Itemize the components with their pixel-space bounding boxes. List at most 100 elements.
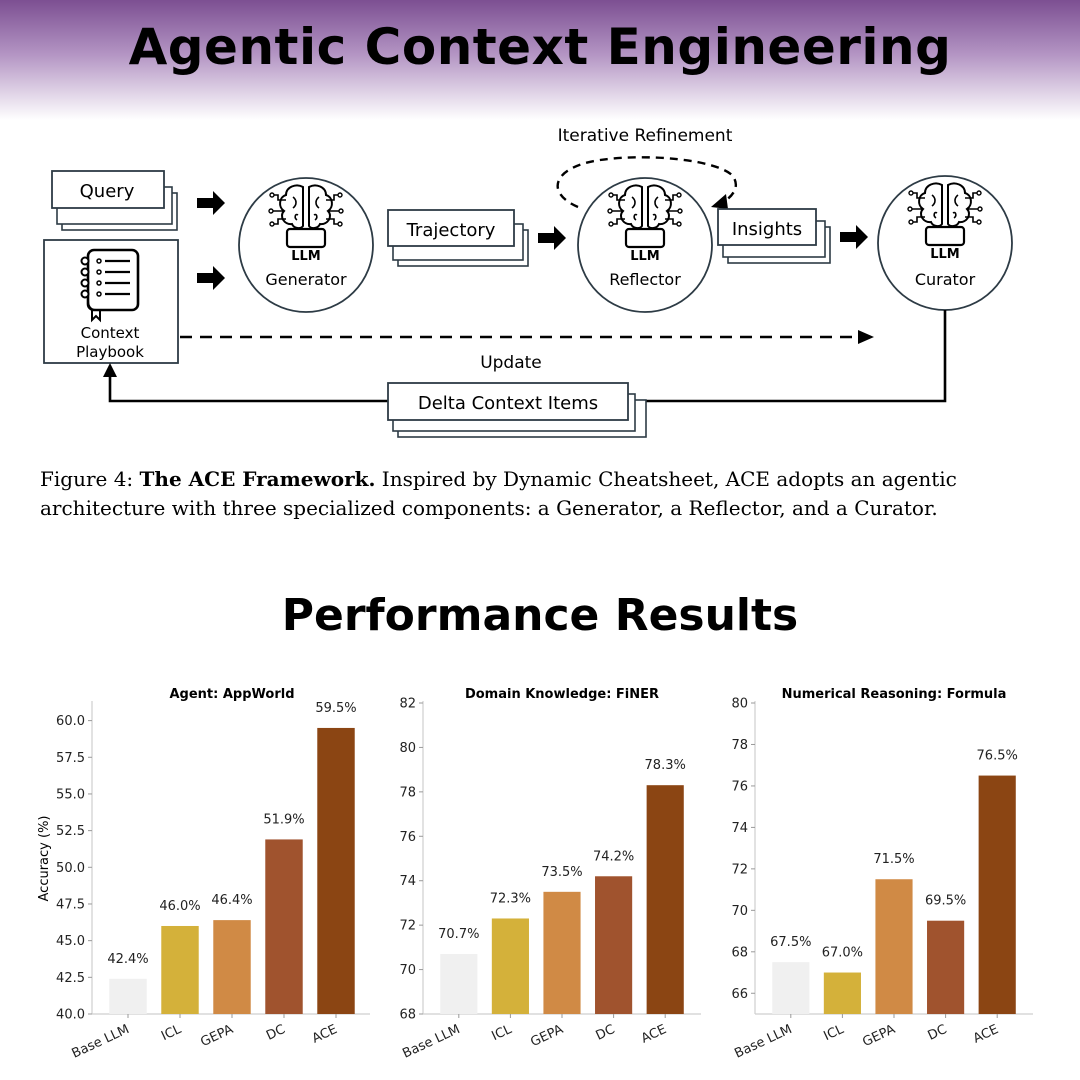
data-label: 67.5% [770, 935, 811, 950]
ace-framework-diagram: Query Context Playbook LLM [43, 126, 1013, 438]
data-label: 59.5% [315, 701, 356, 716]
y-tick-label: 45.0 [56, 934, 85, 949]
y-tick-label: 60.0 [56, 714, 85, 729]
chart-title: Agent: AppWorld [169, 687, 294, 702]
bar-ace [978, 775, 1016, 1014]
y-tick-label: 52.5 [56, 824, 85, 839]
notebook-icon [80, 248, 140, 323]
page-title: Agentic Context Engineering [128, 18, 952, 76]
update-arrowhead-icon [103, 363, 117, 377]
trajectory-box: Trajectory [387, 209, 529, 267]
bar-dc [927, 920, 965, 1014]
bar-icl [491, 918, 529, 1014]
data-label: 51.9% [263, 812, 304, 827]
data-label: 76.5% [977, 749, 1018, 764]
y-tick-label: 42.5 [56, 971, 85, 986]
y-tick-label: 74 [399, 874, 416, 889]
chart-title: Domain Knowledge: FiNER [465, 687, 659, 702]
y-tick-label: 55.0 [56, 787, 85, 802]
insights-label: Insights [732, 219, 802, 240]
y-tick-label: 72 [731, 862, 748, 877]
playbook-label-line2: Playbook [76, 343, 144, 361]
delta-context-items-label: Delta Context Items [418, 393, 598, 414]
bar-gepa [543, 891, 581, 1014]
x-tick-label: DC [926, 1022, 950, 1044]
data-label: 46.0% [159, 899, 200, 914]
y-tick-label: 50.0 [56, 861, 85, 876]
reflector-node: LLM Reflector [577, 177, 713, 313]
caption-bold: The ACE Framework. [139, 467, 376, 491]
reflector-label: Reflector [609, 270, 681, 289]
y-tick-label: 57.5 [56, 751, 85, 766]
x-tick-label: ICL [159, 1022, 184, 1044]
y-tick-label: 80 [399, 741, 416, 756]
chart-finer: Domain Knowledge: FiNER 68 70 72 74 76 78 80 82 7… [399, 687, 701, 1062]
chart-formula: Numerical Reasoning: Formula 66 68 70 72 74 76… [731, 687, 1033, 1062]
curator-label: Curator [915, 270, 976, 289]
x-tick-label: ACE [310, 1022, 340, 1047]
y-tick-label: 68 [399, 1008, 416, 1023]
curator-llm-badge: LLM [930, 247, 960, 262]
y-tick-label: 76 [399, 830, 416, 845]
curator-node: LLM Curator [877, 175, 1013, 311]
insights-box: Insights [717, 208, 831, 264]
x-tick-label: Base LLM [400, 1022, 462, 1062]
bar-gepa [875, 879, 913, 1014]
iterative-refinement-label: Iterative Refinement [558, 126, 733, 146]
data-label: 46.4% [211, 893, 252, 908]
y-tick-label: 82 [399, 697, 416, 712]
data-label: 74.2% [593, 849, 634, 864]
y-tick-label: 78 [731, 738, 748, 753]
x-tick-label: GEPA [860, 1022, 897, 1050]
y-tick-label: 66 [731, 987, 748, 1002]
data-label: 67.0% [822, 946, 863, 961]
bar-icl [161, 925, 199, 1014]
x-tick-label: ICL [489, 1022, 514, 1044]
arrow-insights-to-curator-icon [840, 225, 868, 249]
caption-text: Inspired by Dynamic Cheatsheet, ACE adop… [40, 467, 957, 520]
data-label: 69.5% [925, 894, 966, 909]
x-tick-label: DC [264, 1022, 288, 1044]
generator-label: Generator [265, 270, 347, 289]
loop-arrowhead-icon [711, 194, 728, 209]
y-tick-label: 72 [399, 919, 416, 934]
header-gradient [0, 0, 1080, 120]
section-title: Performance Results [281, 590, 799, 641]
data-label: 42.4% [107, 952, 148, 967]
delta-context-items-box: Delta Context Items [387, 382, 647, 438]
trajectory-label: Trajectory [406, 220, 496, 241]
bar-dc [595, 876, 633, 1014]
bar-ace [317, 727, 355, 1014]
figure-caption: Figure 4: The ACE Framework. Inspired by… [40, 465, 1050, 523]
playbook-label-line1: Context [81, 324, 140, 342]
x-tick-label: GEPA [198, 1022, 235, 1050]
bar-base-llm [772, 962, 810, 1014]
y-tick-label: 70 [399, 963, 416, 978]
y-tick-label: 78 [399, 785, 416, 800]
y-tick-label: 47.5 [56, 897, 85, 912]
x-tick-label: ICL [821, 1022, 846, 1044]
bar-ace [646, 785, 684, 1014]
y-tick-label: 70 [731, 904, 748, 919]
update-label: Update [480, 353, 542, 373]
dashed-context-arrow [180, 330, 874, 344]
reflector-llm-badge: LLM [630, 249, 660, 264]
x-tick-label: GEPA [528, 1022, 565, 1050]
y-tick-label: 74 [731, 821, 748, 836]
chart-appworld: Agent: AppWorld 40.0 42.5 45.0 47.5 50.0 52.5 5… [37, 687, 370, 1062]
x-tick-label: ACE [971, 1022, 1001, 1047]
data-label: 73.5% [541, 865, 582, 880]
y-axis-label: Accuracy (%) [37, 816, 52, 902]
bar-gepa [213, 920, 251, 1014]
chart-title: Numerical Reasoning: Formula [782, 687, 1007, 702]
data-label: 78.3% [645, 758, 686, 773]
arrow-trajectory-to-reflector-icon [538, 226, 566, 250]
arrow-query-to-generator-icon [197, 191, 225, 215]
bar-base-llm [440, 954, 478, 1014]
query-label: Query [80, 181, 135, 202]
y-tick-label: 80 [731, 697, 748, 712]
x-tick-label: Base LLM [732, 1022, 794, 1062]
query-box: Query [51, 170, 178, 231]
caption-prefix: Figure 4: [40, 467, 140, 491]
x-tick-label: ACE [639, 1022, 669, 1047]
